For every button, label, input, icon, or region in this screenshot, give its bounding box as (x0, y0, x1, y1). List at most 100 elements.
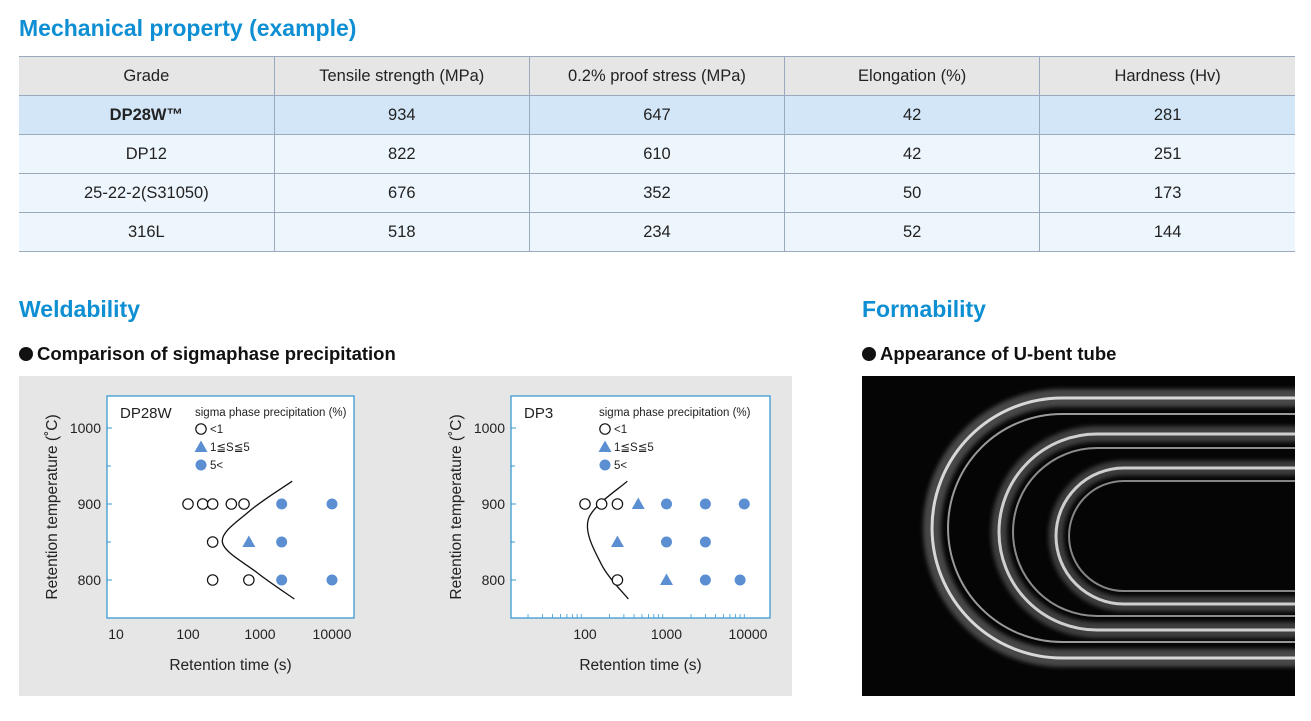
data-point (182, 498, 194, 510)
data-point (206, 536, 219, 548)
legend-label: 5< (614, 460, 627, 472)
cell-grade: DP28W™ (109, 105, 184, 124)
data-point (276, 574, 288, 586)
u-bent-tube-illustration (923, 389, 1295, 667)
cell-proof: 234 (528, 212, 785, 252)
sigma-chart-dp28w: 800 900 1000 10 100 1000 10000 Retention time (… (44, 395, 355, 674)
data-point (225, 498, 238, 510)
data-point (326, 574, 338, 586)
x-tick-label: 10000 (729, 626, 768, 642)
x-tick-label: 1000 (651, 626, 682, 642)
data-point (661, 498, 672, 510)
formability-subtitle: Appearance of U-bent tube (880, 343, 1117, 364)
y-tick-label: 1000 (474, 420, 505, 436)
y-tick-label: 800 (78, 572, 102, 588)
y-tick-label: 1000 (70, 420, 101, 436)
table-row: 25-22-2(S31050) 676 352 50 173 (19, 173, 1295, 213)
boundary-curve (221, 480, 295, 600)
data-point (595, 498, 608, 510)
cell-tensile: 676 (273, 173, 530, 213)
y-tick-label: 900 (78, 496, 102, 512)
legend-label: <1 (210, 424, 223, 436)
x-tick-label: 10000 (313, 626, 352, 642)
y-tick-label: 800 (482, 572, 506, 588)
data-point (738, 498, 750, 510)
mechanical-table: Grade Tensile strength (MPa) 0.2% proof … (19, 56, 1295, 252)
legend-title: sigma phase precipitation (%) (195, 407, 347, 419)
table-row: DP12 822 610 42 251 (19, 134, 1295, 174)
chart-title: DP28W (120, 405, 173, 422)
cell-grade: 25-22-2(S31050) (83, 183, 209, 202)
data-point (660, 573, 673, 585)
x-tick-label: 10 (108, 626, 124, 642)
data-point (661, 536, 672, 548)
cell-tensile: 822 (273, 134, 530, 174)
legend-marker (194, 440, 208, 452)
legend-label: 1≦S≦5 (210, 442, 250, 454)
header-elongation: Elongation (%) (784, 56, 1040, 96)
cell-proof: 610 (528, 134, 785, 174)
x-axis-label: Retention time (s) (579, 657, 701, 674)
legend-marker (195, 459, 207, 471)
header-tensile: Tensile strength (MPa) (273, 56, 530, 96)
data-point (196, 498, 209, 510)
data-point (242, 535, 256, 547)
cell-proof: 352 (528, 173, 785, 213)
data-point (206, 498, 219, 510)
legend-marker (599, 459, 611, 471)
cell-tensile: 518 (273, 212, 530, 252)
cell-hardness: 251 (1039, 134, 1295, 174)
bullet-icon (19, 347, 33, 361)
data-point (734, 574, 746, 586)
x-axis-label: Retention time (s) (169, 657, 291, 674)
cell-elongation: 42 (784, 95, 1040, 135)
formability-title: Formability (862, 296, 986, 322)
table-row: DP28W™ 934 647 42 281 (19, 95, 1295, 135)
cell-elongation: 50 (784, 173, 1040, 213)
bullet-icon (862, 347, 876, 361)
cell-elongation: 52 (784, 212, 1040, 252)
chart-title: DP3 (524, 405, 553, 422)
data-point (243, 574, 255, 586)
data-point (699, 574, 711, 586)
cell-grade: 316L (127, 222, 165, 241)
formability-subtitle-line: Appearance of U-bent tube (862, 343, 1116, 365)
data-point (611, 498, 624, 510)
cell-tensile: 934 (273, 95, 530, 135)
legend-marker (599, 423, 611, 435)
cell-hardness: 281 (1039, 95, 1295, 135)
legend-marker (598, 440, 612, 452)
cell-elongation: 42 (784, 134, 1040, 174)
legend-label: 1≦S≦5 (614, 442, 654, 454)
x-tick-label: 1000 (244, 626, 275, 642)
data-point (610, 535, 624, 547)
cell-hardness: 173 (1039, 173, 1295, 213)
legend-label: 5< (210, 460, 223, 472)
data-point (276, 498, 288, 510)
cell-proof: 647 (528, 95, 785, 135)
weldability-chart-panel: 800 900 1000 10 100 1000 10000 Retention time (… (19, 376, 792, 696)
data-point (238, 498, 250, 510)
data-point (276, 536, 288, 548)
header-hardness: Hardness (Hv) (1039, 56, 1295, 96)
data-point (699, 536, 711, 548)
header-grade: Grade (123, 66, 170, 85)
legend-label: <1 (614, 424, 627, 436)
x-tick-label: 100 (573, 626, 597, 642)
data-point (579, 498, 591, 510)
x-tick-label: 100 (176, 626, 200, 642)
weldability-title: Weldability (19, 296, 140, 322)
sigma-chart-dp3: 800 900 1000 100 1000 10000 Retention time (s)… (448, 395, 771, 674)
table-row: 316L 518 234 52 144 (19, 212, 1295, 252)
y-tick-label: 900 (482, 496, 506, 512)
table-header-row: Grade Tensile strength (MPa) 0.2% proof … (19, 56, 1295, 96)
y-axis-label: Retention temperature (˚C) (44, 414, 61, 599)
u-bent-tube-photo (862, 376, 1295, 696)
legend-title: sigma phase precipitation (%) (599, 407, 751, 419)
y-axis-label: Retention temperature (˚C) (448, 414, 465, 599)
weldability-subtitle: Comparison of sigmaphase precipitation (37, 343, 396, 364)
data-point (631, 497, 645, 509)
header-proof: 0.2% proof stress (MPa) (528, 56, 785, 96)
data-point (206, 574, 219, 586)
weldability-subtitle-line: Comparison of sigmaphase precipitation (19, 343, 396, 365)
